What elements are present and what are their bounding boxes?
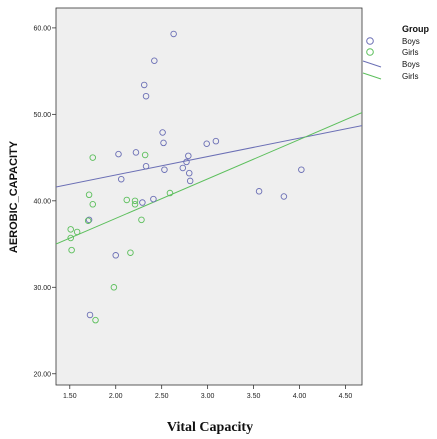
legend-marker-boys [366,37,374,45]
boys-point [185,169,193,177]
fit-lines [56,112,362,245]
boys-point [142,92,150,100]
boys-point [280,193,288,200]
boys-point [203,140,210,148]
x-tick-label: 3.50 [247,393,261,400]
boys-point [179,164,187,172]
girls-point [110,284,118,291]
girls-point [89,201,97,208]
boys-point [150,195,157,203]
girls-point [123,196,131,204]
girls-point [127,249,134,256]
girls-point [73,228,81,236]
legend-label: Girls [402,72,418,81]
y-tick-label: 50.00 [33,112,51,119]
x-axis-label: Vital Capacity [167,420,253,435]
boys-point [139,199,146,206]
boys-point [85,216,93,224]
legend-title: Group [402,24,429,34]
x-tick-label: 4.50 [339,393,353,400]
y-tick-label: 60.00 [33,25,51,32]
girls-point [68,246,75,254]
boys-point [112,252,119,259]
legend-line-boys [362,60,382,68]
plot-area [55,7,363,386]
x-tick-label: 1.50 [63,393,77,400]
x-axis-ticks: 1.50 2.00 2.50 3.00 3.50 4.00 4.50 [63,385,352,400]
boys-point [142,162,150,170]
boys-point [183,158,190,166]
legend: Group Boys Girls Boys Girls [362,24,429,81]
girls-point [138,216,145,224]
girls-point [92,316,99,324]
boys-point [161,166,168,173]
y-tick-label: 30.00 [33,285,51,292]
boys-point [151,57,158,64]
boys-point [117,175,125,183]
y-axis-ticks: 20.00 30.00 40.00 50.00 60.00 [33,25,56,378]
legend-label: Girls [402,48,418,57]
girls-point [141,151,149,159]
legend-line-girls [362,72,382,80]
legend-label: Boys [402,37,420,46]
girls-point [84,217,92,224]
y-tick-label: 20.00 [33,371,51,378]
boys-point [86,311,94,319]
boys-point [159,129,166,136]
boys-point [160,139,167,147]
data-points [67,30,305,324]
x-tick-label: 4.00 [293,393,307,400]
boys-point [186,177,194,185]
y-axis-label: AEROBIC_CAPACITY [8,140,20,253]
boys-point [132,149,140,156]
girls-point [131,201,139,208]
boys-point [185,152,192,160]
boys-point [140,81,148,89]
girls-point [89,154,97,161]
girls-point [166,189,174,197]
legend-marker-girls [366,48,374,56]
girls-point [85,191,93,199]
girls-fit-line [56,112,362,245]
girls-point [67,226,74,233]
boys-fit-line [56,125,362,188]
x-tick-label: 2.00 [109,393,123,400]
boys-point [212,137,220,145]
boys-point [298,166,305,173]
x-tick-label: 2.50 [155,393,169,400]
legend-label: Boys [402,60,420,69]
girls-point [67,234,74,242]
x-tick-label: 3.00 [201,393,215,400]
boys-point [255,188,263,195]
girls-point [131,197,139,205]
y-tick-label: 40.00 [33,198,51,205]
boys-point [170,30,177,38]
boys-point [115,150,122,158]
